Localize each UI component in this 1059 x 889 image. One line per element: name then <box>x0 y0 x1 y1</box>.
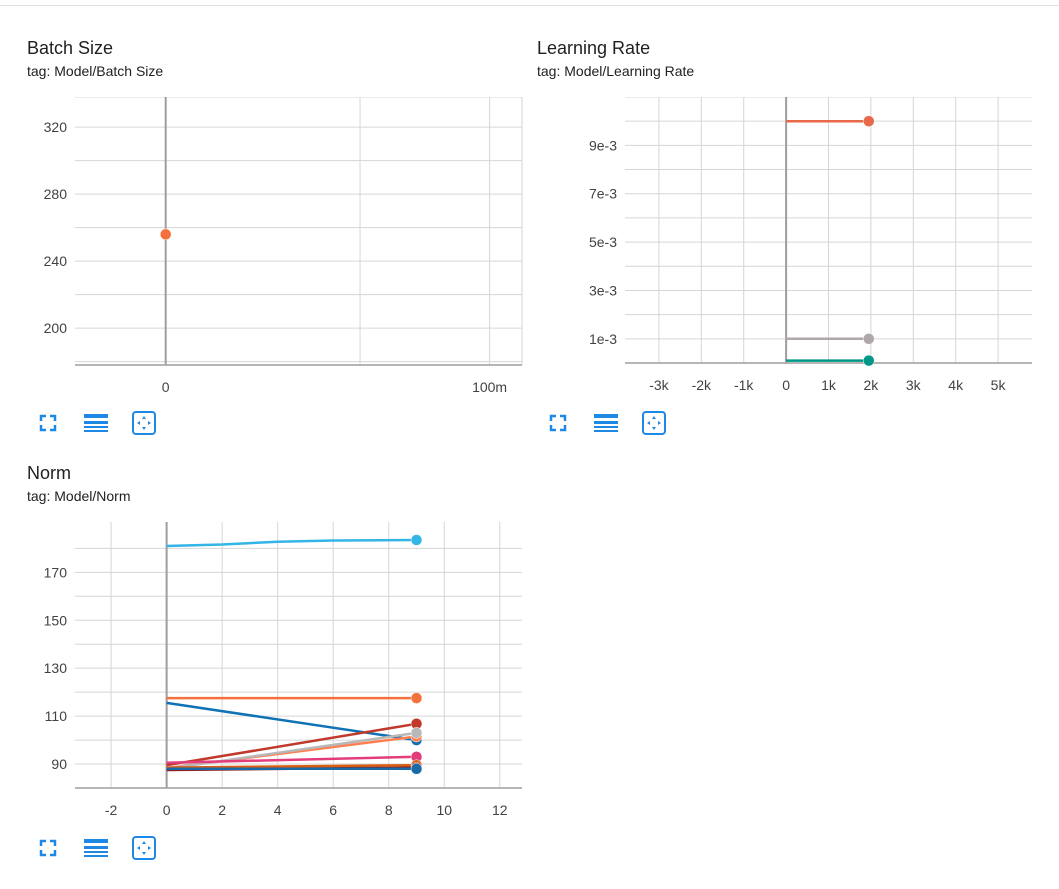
fit-domain-button[interactable] <box>129 833 159 863</box>
y-tick-label: 5e-3 <box>589 234 617 250</box>
learning-rate-chart[interactable]: 1e-3 3e-3 5e-3 7e-3 9e-3 -3k -2k -1k 0 1k 2k 3k 4k 5k <box>537 97 1037 397</box>
batch-size-plot[interactable]: 200 240 280 320 0 100m <box>27 97 527 397</box>
data-table-icon <box>84 839 108 857</box>
fullscreen-button[interactable] <box>33 408 63 438</box>
chart-tag: tag: Model/Learning Rate <box>537 63 695 79</box>
y-tick-label: 320 <box>44 119 68 135</box>
x-tick-label: 2 <box>218 802 226 818</box>
batch-size-chart[interactable]: 200 240 280 320 0 100m <box>27 97 527 397</box>
x-tick-label: 100m <box>472 379 507 395</box>
y-tick-label: 170 <box>44 564 68 580</box>
chart-tag: tag: Model/Batch Size <box>27 63 164 79</box>
y-tick-label: 200 <box>44 320 68 336</box>
series-point <box>410 727 423 739</box>
series-line <box>166 722 417 767</box>
x-tick-label: 2k <box>863 377 879 393</box>
fullscreen-icon <box>39 414 57 432</box>
y-tick-label: 3e-3 <box>589 282 617 298</box>
series-line <box>166 701 417 742</box>
x-tick-label: 4 <box>274 802 282 818</box>
series-line <box>166 755 417 765</box>
series-point <box>863 333 875 345</box>
series-line <box>166 538 417 548</box>
series-point <box>863 115 875 127</box>
chart-toolbar <box>543 408 683 440</box>
y-tick-label: 90 <box>51 756 67 772</box>
x-tick-label: 4k <box>948 377 964 393</box>
chart-title: Learning Rate <box>537 38 651 58</box>
chart-toolbar <box>33 408 173 440</box>
data-table-icon <box>84 414 108 432</box>
x-tick-label: 3k <box>906 377 922 393</box>
series-line <box>166 763 417 769</box>
x-tick-label: 0 <box>163 802 171 818</box>
y-tick-label: 240 <box>44 253 68 269</box>
series-point <box>410 763 423 775</box>
chart-tag: tag: Model/Norm <box>27 488 131 504</box>
gridlines <box>625 97 1032 363</box>
fullscreen-button[interactable] <box>33 833 63 863</box>
y-tick-label: 110 <box>45 708 68 724</box>
data-table-button[interactable] <box>591 408 621 438</box>
series-line <box>166 731 417 771</box>
fullscreen-button[interactable] <box>543 408 573 438</box>
y-tick-label: 150 <box>44 612 68 628</box>
fullscreen-icon <box>39 839 57 857</box>
series-point <box>159 228 172 241</box>
norm-plot[interactable]: 90 110 130 150 170 -2 0 2 4 6 8 10 12 <box>27 522 527 822</box>
x-tick-label: -3k <box>649 377 669 393</box>
fit-domain-button[interactable] <box>129 408 159 438</box>
x-tick-label: -2k <box>692 377 712 393</box>
series-point <box>863 354 875 367</box>
x-tick-label: 0 <box>162 379 170 395</box>
norm-chart[interactable]: 90 110 130 150 170 -2 0 2 4 6 8 10 12 <box>27 522 527 822</box>
data-table-icon <box>594 414 618 432</box>
series-point <box>410 534 423 546</box>
data-table-button[interactable] <box>81 408 111 438</box>
x-tick-label: 5k <box>991 377 1007 393</box>
x-tick-label: 8 <box>385 802 393 818</box>
y-tick-label: 130 <box>44 660 68 676</box>
x-tick-label: 0 <box>782 377 790 393</box>
chart-title: Batch Size <box>27 38 114 58</box>
data-table-button[interactable] <box>81 833 111 863</box>
chart-title: Norm <box>27 463 71 483</box>
fit-domain-icon <box>132 411 156 435</box>
chart-toolbar <box>33 833 173 865</box>
x-tick-label: 6 <box>329 802 337 818</box>
y-tick-label: 7e-3 <box>589 186 617 202</box>
fit-domain-icon <box>132 836 156 860</box>
y-tick-label: 9e-3 <box>589 137 617 153</box>
learning-rate-plot[interactable]: 1e-3 3e-3 5e-3 7e-3 9e-3 -3k -2k -1k 0 1k 2k 3k 4k 5k <box>537 97 1037 397</box>
fit-domain-button[interactable] <box>639 408 669 438</box>
x-tick-label: 12 <box>492 802 508 818</box>
x-tick-label: 10 <box>436 802 452 818</box>
fit-domain-icon <box>642 411 666 435</box>
y-tick-label: 280 <box>44 186 68 202</box>
gridlines <box>75 522 522 789</box>
x-tick-label: 1k <box>821 377 837 393</box>
x-tick-label: -2 <box>105 802 118 818</box>
y-tick-label: 1e-3 <box>589 331 617 347</box>
top-divider <box>0 5 1059 6</box>
fullscreen-icon <box>549 414 567 432</box>
x-tick-label: -1k <box>734 377 754 393</box>
gridlines <box>75 97 523 365</box>
series-point <box>410 692 423 704</box>
